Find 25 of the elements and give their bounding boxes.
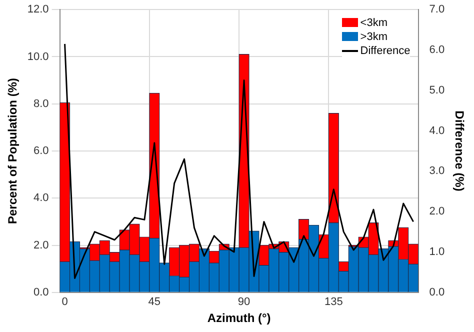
y-tick-label: 6.0 — [34, 145, 49, 158]
legend-label: >3km — [360, 30, 388, 44]
y-tick-label: 2.0 — [34, 239, 49, 252]
legend-label: Difference — [360, 44, 410, 58]
y2-tick-label: 0.0 — [429, 286, 445, 298]
y2-tick-label: 7.0 — [429, 4, 445, 16]
x-tick-label: 135 — [324, 296, 343, 308]
y-tick-label: 10.0 — [27, 50, 49, 63]
y-tick-label: 0.0 — [34, 286, 49, 298]
x-tick-label: 90 — [238, 296, 250, 308]
y2-tick-label: 2.0 — [429, 206, 445, 218]
y2-tick-label: 6.0 — [429, 44, 445, 56]
y-axis-title: Percent of Population (%) — [6, 78, 20, 224]
x-tick-label: 0 — [62, 296, 68, 308]
x-axis-title: Azimuth (°) — [207, 311, 271, 326]
y-tick-label: 4.0 — [34, 192, 49, 204]
y2-axis-title: Difference (%) — [452, 110, 466, 192]
y-tick-label: 12.0 — [27, 4, 49, 16]
y2-tick-label: 1.0 — [429, 246, 445, 258]
y-tick-label: 8.0 — [34, 98, 49, 110]
y2-tick-label: 4.0 — [429, 124, 445, 137]
legend-label: <3km — [360, 16, 388, 30]
y2-tick-label: 5.0 — [429, 84, 445, 96]
x-tick-label: 45 — [148, 296, 161, 308]
y2-tick-label: 3.0 — [429, 165, 445, 178]
